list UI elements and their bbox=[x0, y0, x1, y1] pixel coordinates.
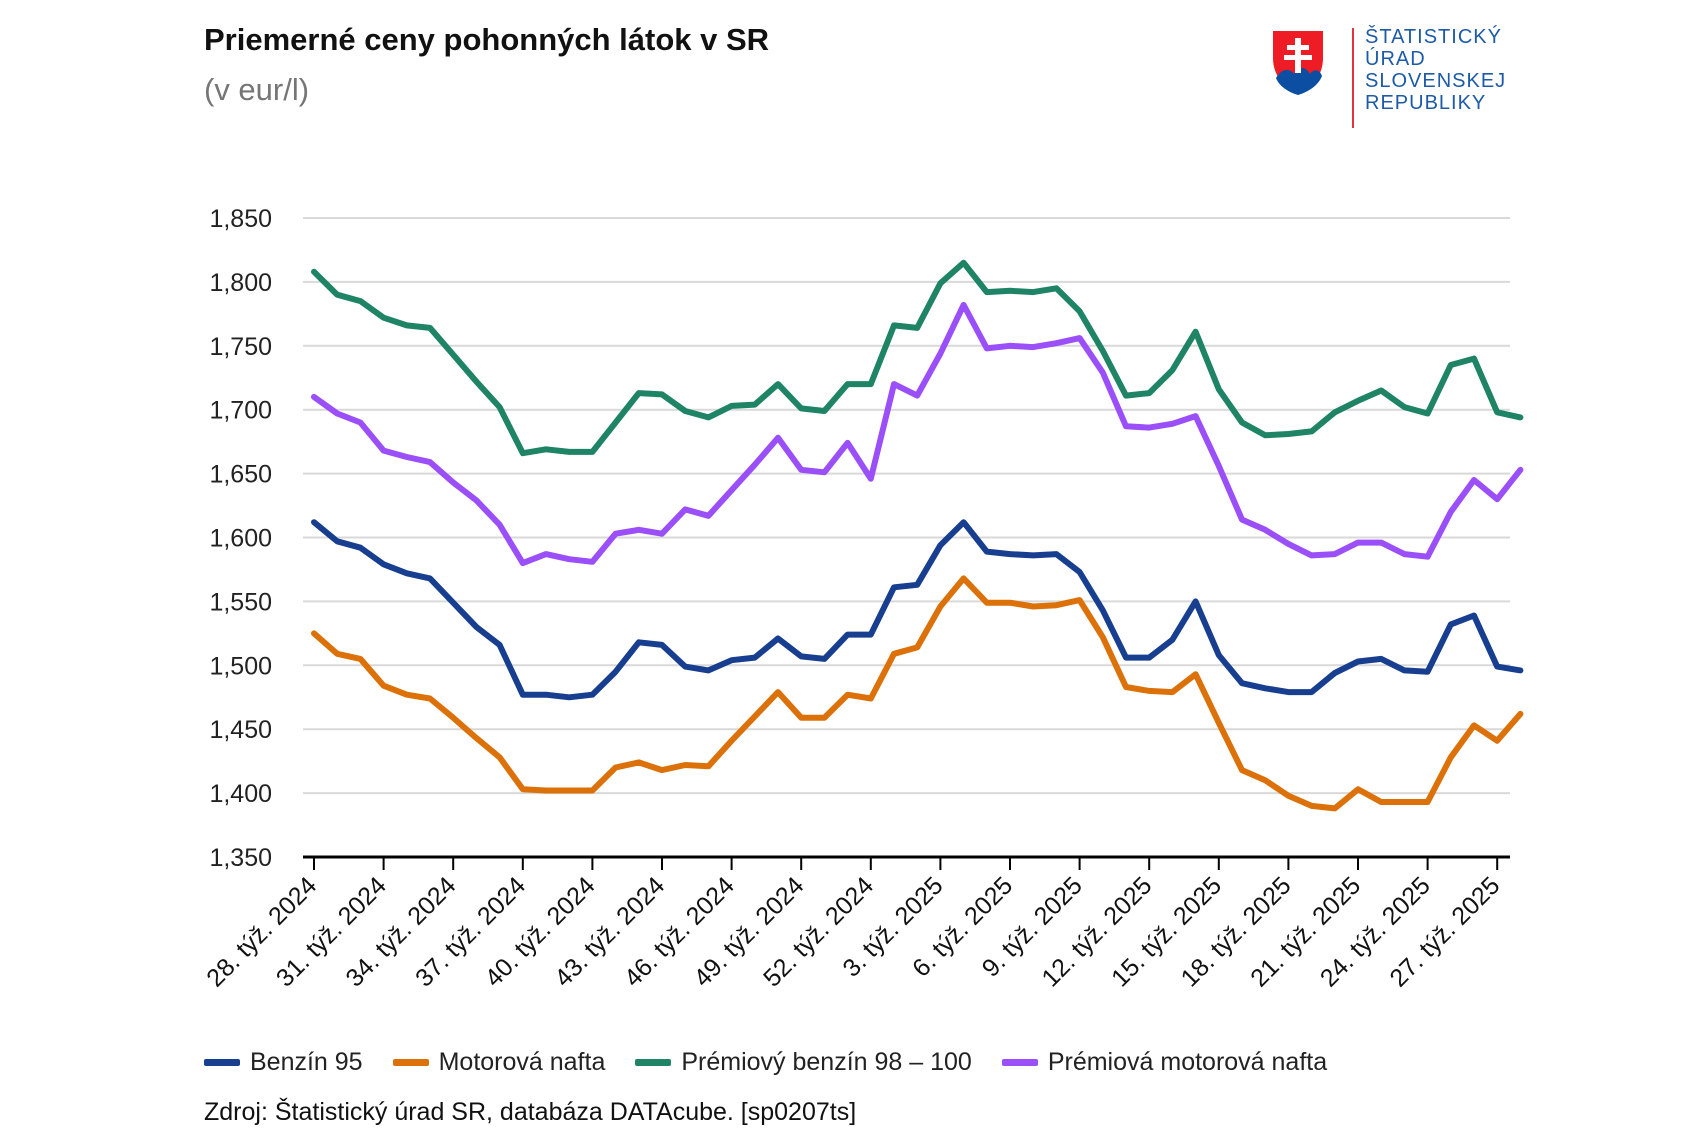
logo-line: SLOVENSKEJ bbox=[1365, 70, 1507, 92]
series-line bbox=[311, 575, 1524, 812]
chart-subtitle: (v eur/l) bbox=[204, 72, 310, 107]
y-tick-label: 1,800 bbox=[209, 269, 272, 297]
legend-swatch bbox=[635, 1059, 672, 1066]
series-line bbox=[311, 301, 1524, 567]
legend-item: Prémiová motorová nafta bbox=[1001, 1048, 1328, 1077]
legend-label: Benzín 95 bbox=[250, 1048, 363, 1076]
y-tick-label: 1,600 bbox=[209, 525, 272, 553]
legend-label: Prémiový benzín 98 – 100 bbox=[681, 1048, 972, 1076]
y-tick-label: 1,650 bbox=[209, 461, 272, 489]
legend-swatch bbox=[392, 1059, 429, 1066]
legend: Benzín 95 Motorová nafta Prémiový benzín… bbox=[204, 1048, 1327, 1077]
y-tick-label: 1,500 bbox=[209, 652, 272, 680]
legend-swatch bbox=[204, 1059, 240, 1066]
y-tick-label: 1,700 bbox=[209, 397, 272, 425]
y-axis: 1,350 1,400 1,450 1,500 1,550 1,600 1,650 1,700… bbox=[209, 205, 272, 872]
legend-swatch bbox=[1001, 1059, 1038, 1066]
logo-separator bbox=[1352, 28, 1354, 128]
series-lines bbox=[311, 259, 1524, 812]
statistics-office-logo: ŠTATISTICKÝ ÚRAD SLOVENSKEJ REPUBLIKY bbox=[1270, 24, 1530, 134]
series-line bbox=[311, 259, 1524, 457]
legend-item: Motorová nafta bbox=[392, 1048, 606, 1077]
legend-item: Prémiový benzín 98 – 100 bbox=[635, 1048, 972, 1077]
y-tick-label: 1,550 bbox=[209, 588, 272, 616]
chart-title: Priemerné ceny pohonných látok v SR bbox=[204, 22, 770, 57]
legend-label: Prémiová motorová nafta bbox=[1047, 1048, 1328, 1076]
source-note: Zdroj: Štatistický úrad SR, databáza DAT… bbox=[204, 1098, 857, 1126]
series-line bbox=[311, 519, 1524, 701]
y-tick-label: 1,450 bbox=[209, 716, 272, 744]
y-tick-label: 1,350 bbox=[209, 844, 272, 872]
line-chart: 1,350 1,400 1,450 1,500 1,550 1,600 1,650 1,700… bbox=[201, 205, 1524, 992]
legend-label: Motorová nafta bbox=[438, 1048, 606, 1076]
logo-line: REPUBLIKY bbox=[1365, 92, 1487, 114]
logo-line: ÚRAD bbox=[1365, 48, 1426, 70]
legend-item: Benzín 95 bbox=[204, 1048, 363, 1077]
logo-text: ŠTATISTICKÝ ÚRAD SLOVENSKEJ REPUBLIKY bbox=[1365, 26, 1506, 114]
y-tick-label: 1,400 bbox=[209, 780, 272, 808]
y-tick-label: 1,750 bbox=[209, 333, 272, 361]
y-tick-label: 1,850 bbox=[209, 205, 272, 233]
logo-line: ŠTATISTICKÝ bbox=[1365, 26, 1502, 48]
coat-of-arms-icon bbox=[1271, 29, 1325, 98]
